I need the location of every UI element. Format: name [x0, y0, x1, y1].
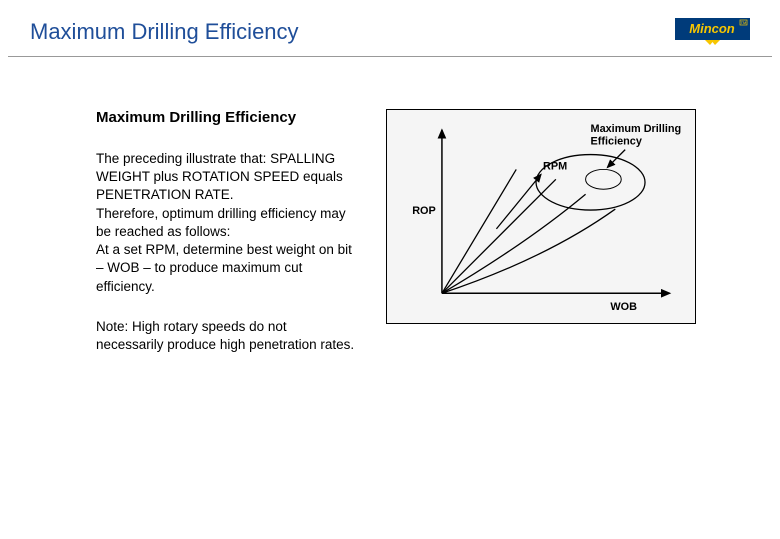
efficiency-chart: ROP WOB RPM Maximum Drilling Efficiency	[386, 109, 696, 324]
rpm-label: RPM	[543, 160, 567, 172]
x-axis-label: WOB	[610, 301, 637, 313]
content-area: Maximum Drilling Efficiency The precedin…	[0, 57, 780, 376]
annotation-line1: Maximum Drilling	[591, 123, 682, 135]
text-column: Maximum Drilling Efficiency The precedin…	[96, 109, 356, 376]
body-para-1: The preceding illustrate that: SPALLING …	[96, 150, 356, 296]
annotation-line2: Efficiency	[591, 136, 642, 148]
section-heading: Maximum Drilling Efficiency	[96, 109, 356, 126]
page-title: Maximum Drilling Efficiency	[30, 19, 299, 45]
y-axis-label: ROP	[412, 205, 436, 217]
svg-text:Mincon: Mincon	[689, 21, 735, 36]
svg-text:TM: TM	[741, 20, 747, 25]
chart-column: ROP WOB RPM Maximum Drilling Efficiency	[386, 109, 750, 376]
header: Maximum Drilling Efficiency Mincon TM	[0, 0, 780, 56]
mincon-logo: Mincon TM	[675, 18, 750, 46]
body-para-note: Note: High rotary speeds do not necessar…	[96, 318, 356, 354]
